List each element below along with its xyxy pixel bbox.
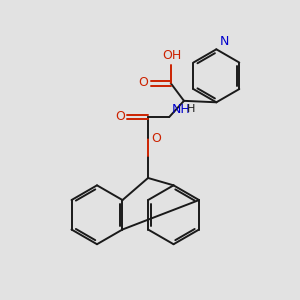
Text: N: N <box>219 35 229 48</box>
Text: O: O <box>115 110 125 123</box>
Text: OH: OH <box>163 49 182 62</box>
Text: O: O <box>152 132 161 145</box>
Text: H: H <box>187 104 195 114</box>
Text: O: O <box>138 76 148 89</box>
Text: NH: NH <box>171 103 190 116</box>
